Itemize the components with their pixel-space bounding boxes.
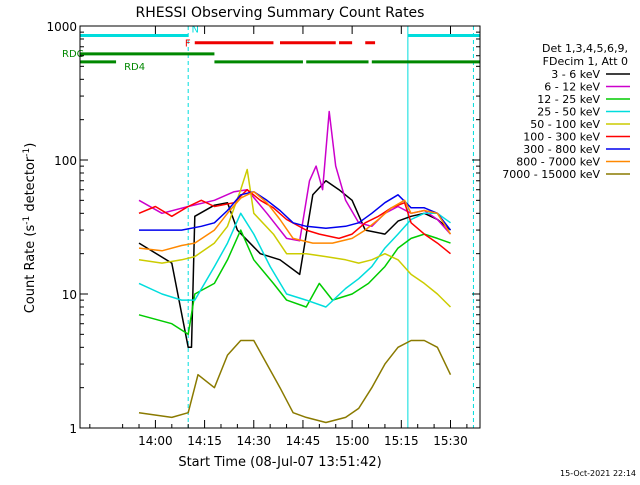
series-line-3 xyxy=(138,212,451,308)
legend-label-3: 25 - 50 keV xyxy=(537,106,600,119)
y-axis-label-superscript-2: -1 xyxy=(22,148,32,157)
y-axis-label: Count Rate (s-1 detector-1) xyxy=(22,143,38,314)
y-axis-label-superscript: -1 xyxy=(22,216,32,225)
legend-label-2: 12 - 25 keV xyxy=(537,93,600,106)
legend-header-line-2: FDecim 1, Att 0 xyxy=(543,55,628,68)
x-tick-label-1: 14:15 xyxy=(187,434,222,448)
legend-label-7: 800 - 7000 keV xyxy=(516,156,600,169)
x-tick-label-0: 14:00 xyxy=(138,434,173,448)
x-tick-label-6: 15:30 xyxy=(433,434,468,448)
y-axis: 1 10 100 1000 xyxy=(46,20,480,436)
legend-header-line-1: Det 1,3,4,5,6,9, xyxy=(542,42,628,55)
plot-area: NF RDC RD4 xyxy=(62,24,480,428)
legend: Det 1,3,4,5,6,9, FDecim 1, Att 0 3 - 6 k… xyxy=(502,42,630,181)
status-label-f: F xyxy=(185,39,191,50)
series-line-1 xyxy=(138,110,452,242)
legend-label-8: 7000 - 15000 keV xyxy=(502,168,600,181)
status-label-rdc: RDC xyxy=(62,49,84,60)
x-tick-label-4: 15:00 xyxy=(335,434,370,448)
legend-label-6: 300 - 800 keV xyxy=(523,143,600,156)
y-tick-label-1: 10 xyxy=(62,288,77,302)
series-line-5 xyxy=(138,188,451,255)
status-label-rd4: RD4 xyxy=(124,62,145,73)
y-tick-label-2: 100 xyxy=(54,154,77,168)
footer-timestamp: 15-Oct-2021 22:14 xyxy=(560,469,636,478)
plot-frame xyxy=(79,25,481,429)
series-line-8 xyxy=(138,339,452,424)
x-axis-label: Start Time (08-Jul-07 13:51:42) xyxy=(178,455,381,470)
legend-label-4: 50 - 100 keV xyxy=(530,118,600,131)
x-tick-label-5: 15:15 xyxy=(384,434,419,448)
legend-label-0: 3 - 6 keV xyxy=(551,68,600,81)
status-label-n: N xyxy=(191,24,198,35)
series-line-7 xyxy=(138,190,452,252)
y-axis-label-close: ) xyxy=(23,143,38,148)
legend-label-5: 100 - 300 keV xyxy=(523,131,600,144)
series-line-2 xyxy=(138,229,451,336)
x-tick-label-3: 14:45 xyxy=(286,434,321,448)
x-tick-label-2: 14:30 xyxy=(236,434,271,448)
series-line-0 xyxy=(138,180,451,349)
x-axis: 14:00 14:15 14:30 14:45 15:00 15:15 15:30 xyxy=(89,26,468,448)
series-line-4 xyxy=(138,168,452,308)
y-axis-label-tail: detector xyxy=(23,156,38,216)
y-tick-label-0: 1 xyxy=(69,422,77,436)
legend-label-1: 6 - 12 keV xyxy=(544,81,600,94)
chart-title: RHESSI Observing Summary Count Rates xyxy=(136,5,425,21)
y-axis-label-text: Count Rate (s xyxy=(23,225,38,314)
y-tick-label-3: 1000 xyxy=(46,20,77,34)
